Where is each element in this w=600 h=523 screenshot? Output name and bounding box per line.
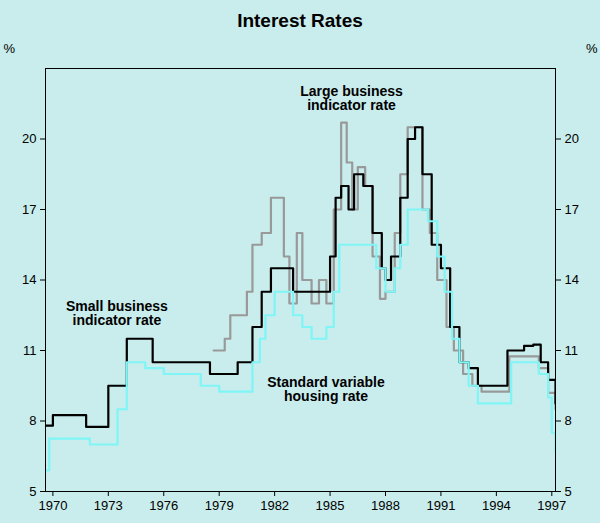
svg-text:8: 8 bbox=[565, 413, 572, 428]
svg-text:1973: 1973 bbox=[94, 498, 123, 513]
svg-text:5: 5 bbox=[29, 484, 36, 499]
svg-text:1976: 1976 bbox=[149, 498, 178, 513]
svg-text:11: 11 bbox=[565, 343, 579, 358]
svg-text:1997: 1997 bbox=[537, 498, 566, 513]
svg-text:1994: 1994 bbox=[482, 498, 511, 513]
svg-text:14: 14 bbox=[22, 272, 36, 287]
svg-text:14: 14 bbox=[565, 272, 579, 287]
svg-text:20: 20 bbox=[565, 131, 579, 146]
svg-text:17: 17 bbox=[565, 202, 579, 217]
svg-text:11: 11 bbox=[23, 343, 37, 358]
svg-text:1970: 1970 bbox=[38, 498, 67, 513]
svg-text:1988: 1988 bbox=[371, 498, 400, 513]
svg-text:5: 5 bbox=[565, 484, 572, 499]
svg-text:8: 8 bbox=[29, 413, 36, 428]
svg-text:1991: 1991 bbox=[426, 498, 455, 513]
svg-text:1982: 1982 bbox=[260, 498, 289, 513]
svg-text:Standard variablehousing rate: Standard variablehousing rate bbox=[267, 374, 385, 404]
svg-text:17: 17 bbox=[22, 202, 36, 217]
svg-text:%: % bbox=[4, 41, 16, 56]
svg-text:20: 20 bbox=[22, 131, 36, 146]
svg-text:Small businessindicator rate: Small businessindicator rate bbox=[66, 298, 168, 328]
svg-text:1985: 1985 bbox=[316, 498, 345, 513]
svg-text:1979: 1979 bbox=[205, 498, 234, 513]
svg-text:Large businessindicator rate: Large businessindicator rate bbox=[300, 83, 403, 113]
html-text:Interest Rates: Interest Rates bbox=[237, 10, 363, 31]
svg-text:%: % bbox=[586, 41, 598, 56]
